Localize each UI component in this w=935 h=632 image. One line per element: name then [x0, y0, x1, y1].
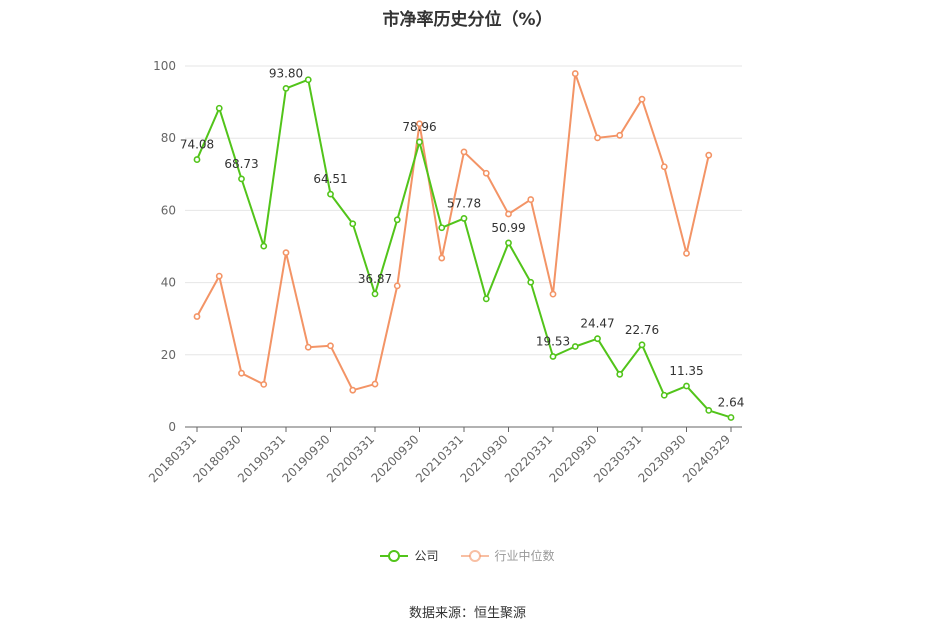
data-point [571, 343, 579, 350]
data-point [282, 84, 290, 92]
data-point [460, 148, 468, 156]
data-point [349, 220, 357, 228]
data-label: 68.73 [224, 157, 258, 171]
data-point [438, 254, 446, 262]
axes: 0204060801002018033120180930201903312019… [146, 59, 742, 485]
data-point [260, 381, 268, 388]
data-label: 74.08 [180, 138, 214, 152]
data-point [549, 353, 557, 360]
data-point [616, 131, 624, 139]
data-point [371, 380, 379, 388]
data-point [683, 249, 690, 257]
legend-marker-icon [380, 549, 409, 562]
data-point [683, 382, 690, 390]
data-point [304, 76, 312, 84]
data-point [527, 196, 535, 203]
data-point [705, 151, 713, 159]
data-label: 19.53 [536, 334, 570, 348]
data-point [482, 169, 490, 177]
data-point [571, 70, 579, 77]
data-point [482, 295, 490, 303]
data-point [438, 224, 446, 232]
data-label: 64.51 [313, 172, 347, 186]
series-line-industry-median [196, 72, 710, 392]
data-label: 11.35 [669, 364, 703, 378]
data-label: 2.64 [718, 395, 745, 409]
data-point [616, 370, 624, 378]
legend-marker-icon [460, 549, 489, 562]
data-point [327, 190, 334, 198]
y-tick-label: 40 [161, 276, 176, 290]
grid-lines [185, 65, 742, 356]
data-point [594, 335, 601, 343]
data-point [705, 406, 713, 414]
y-tick-label: 100 [153, 59, 176, 73]
data-point [505, 210, 512, 218]
data-point [505, 239, 512, 247]
data-label: 93.80 [269, 66, 303, 80]
data-point [371, 290, 379, 298]
data-point [527, 278, 535, 286]
data-label: 24.47 [580, 317, 614, 331]
data-point [193, 313, 201, 320]
data-point [727, 414, 735, 421]
data-point [660, 163, 668, 171]
legend-item-company[interactable]: 公司 [380, 547, 439, 564]
data-point [215, 272, 223, 280]
chart-title: 市净率历史分位（%） [382, 10, 553, 30]
data-point [327, 342, 334, 350]
data-label: 50.99 [491, 221, 525, 235]
data-point [238, 175, 245, 183]
x-tick-label: 20240329 [680, 432, 733, 485]
legend-item-industry-median[interactable]: 行业中位数 [460, 547, 555, 564]
data-point [238, 369, 245, 377]
legend: 公司 行业中位数 [0, 547, 935, 564]
data-point [549, 290, 557, 298]
data-point [416, 120, 423, 128]
series-lines [193, 70, 735, 421]
data-point [393, 216, 401, 224]
legend-label: 行业中位数 [494, 549, 555, 563]
series-line-company [196, 78, 732, 419]
data-point [660, 391, 668, 399]
data-labels: 74.08 68.73 93.80 64.51 36.87 78.96 57.78 50.99… [180, 66, 745, 409]
y-tick-label: 80 [161, 131, 176, 145]
data-point [638, 95, 646, 103]
data-point [416, 138, 423, 146]
data-point [460, 215, 468, 222]
data-label: 78.96 [402, 120, 436, 134]
data-point [260, 242, 268, 250]
data-point [215, 104, 223, 112]
y-tick-label: 60 [161, 203, 176, 217]
data-label: 22.76 [625, 323, 659, 337]
data-point [349, 386, 357, 394]
source-text: 数据来源：恒生聚源 [408, 606, 526, 621]
data-point [393, 282, 401, 290]
y-tick-label: 20 [161, 348, 176, 362]
data-point [594, 134, 601, 142]
y-tick-label: 0 [168, 420, 176, 434]
legend-label: 公司 [414, 549, 439, 563]
data-point [282, 249, 290, 257]
data-label: 57.78 [447, 196, 481, 210]
data-label: 36.87 [358, 272, 392, 286]
data-point [193, 156, 201, 163]
data-point [304, 343, 312, 351]
data-point [638, 341, 646, 349]
